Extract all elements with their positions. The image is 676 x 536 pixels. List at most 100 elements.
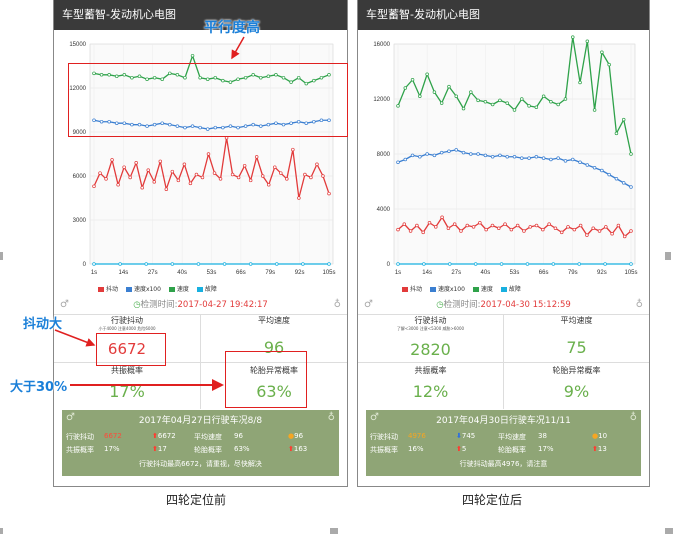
data-point (205, 77, 210, 81)
data-point (551, 262, 556, 266)
data-point (107, 73, 111, 77)
data-point (182, 162, 187, 167)
x-tick-label: 105s (624, 270, 637, 276)
share-icon[interactable]: ♂ (66, 412, 75, 423)
data-point (116, 183, 120, 187)
data-point (122, 121, 127, 125)
settings-icon[interactable]: ♁ (635, 299, 643, 310)
summary-delta: ⬆5 (456, 445, 467, 453)
data-point (114, 121, 119, 125)
y-tick-label: 3000 (73, 218, 87, 224)
up-arrow-icon: ⬆ (592, 445, 598, 453)
data-point (144, 262, 148, 266)
data-point (591, 226, 595, 231)
ecg-chart: 0 3000 6000 9000 12000 15000 1s 14s 27s 40s 53s 66s… (54, 30, 347, 293)
summary-key: 共振概率 (370, 446, 398, 454)
data-point (218, 177, 223, 181)
data-point (164, 187, 169, 191)
x-tick-label: 92s (295, 270, 305, 276)
divider (358, 362, 649, 363)
share-icon[interactable]: ♂ (370, 412, 379, 423)
settings-icon[interactable]: ♁ (327, 412, 335, 423)
x-tick-label: 27s (148, 270, 158, 276)
data-point (118, 262, 122, 266)
data-point (418, 94, 422, 98)
data-point (614, 177, 619, 181)
tire-label: 轮胎异常概率 (552, 366, 601, 375)
data-point (200, 175, 205, 180)
data-point (446, 226, 451, 231)
data-point (578, 80, 582, 85)
data-point (549, 99, 553, 104)
jitter-highlight-box (96, 333, 166, 366)
data-point (248, 262, 253, 266)
avg-speed-cell: 平均速度 96 (201, 315, 347, 357)
x-tick-label: 79s (568, 270, 578, 276)
data-point (327, 118, 331, 123)
data-point (571, 157, 575, 162)
settings-icon[interactable]: ♁ (333, 299, 341, 310)
data-point (243, 75, 248, 80)
up-arrow-icon: ⬆ (456, 445, 462, 453)
data-point (281, 75, 286, 80)
y-tick-label: 16000 (373, 42, 390, 48)
app-header: 车型蓄智-发动机心电图 (358, 0, 649, 30)
data-point (607, 172, 611, 177)
data-point (206, 152, 211, 156)
data-point (170, 169, 175, 174)
x-tick-label: 53s (207, 270, 217, 276)
share-icon[interactable]: ♂ (60, 299, 69, 310)
avg-speed-value: 75 (566, 338, 587, 357)
chart-svg: 0 3000 6000 9000 12000 15000 1s 14s 27s 40s 53s 66s… (69, 42, 335, 276)
y-tick-label: 15000 (69, 42, 86, 48)
data-point (145, 124, 149, 128)
data-point (92, 71, 96, 76)
summary-note: 行驶抖动最高4976，请注意 (459, 460, 548, 468)
y-tick-label: 12000 (373, 97, 390, 103)
data-point (228, 80, 233, 84)
data-point (528, 225, 532, 229)
settings-icon[interactable]: ♁ (629, 412, 637, 423)
chart-legend: 抖动 速度x100 速度 故障 (402, 284, 527, 293)
legend-rpm: 速度x100 (429, 286, 465, 293)
page-margin-mark (330, 528, 338, 534)
legend-fault: 故障 (500, 286, 521, 293)
data-point (629, 185, 633, 189)
y-tick-label: 6000 (73, 174, 87, 180)
data-point (273, 165, 277, 169)
summary-title: 2017年04月27日行驶车况8/8 (138, 416, 263, 426)
data-point (592, 108, 597, 112)
up-arrow-icon: ⬆ (288, 445, 294, 453)
clock-icon: ◷ (436, 300, 444, 310)
data-point (520, 97, 524, 101)
data-point (312, 119, 316, 124)
data-point (213, 75, 218, 80)
tire-highlight-box (225, 351, 307, 408)
summary-key: 行驶抖动 (370, 433, 398, 441)
summary-val: 96 (234, 432, 243, 440)
data-point (403, 86, 408, 90)
data-point (312, 78, 316, 83)
data-point (236, 125, 240, 130)
data-point (403, 157, 408, 162)
data-point (236, 77, 240, 81)
data-point (168, 122, 172, 127)
annotation-over30: 大于30% (10, 380, 68, 395)
summary-row: 共振概率 16% ⬆5 轮胎概率 17% ⬆13 (370, 445, 637, 455)
x-tick-label: 1s (91, 270, 97, 276)
caption-before: 四轮定位前 (166, 493, 227, 507)
data-point (319, 118, 324, 123)
share-icon[interactable]: ♂ (364, 299, 373, 310)
summary-key: 行驶抖动 (66, 433, 94, 441)
x-tick-label: 14s (119, 270, 129, 276)
y-tick-label: 9000 (73, 130, 87, 136)
data-point (396, 227, 400, 232)
data-point (402, 222, 407, 226)
data-point (600, 50, 604, 55)
tire-value: 63% (256, 382, 292, 401)
y-tick-label: 12000 (69, 86, 86, 92)
data-point (297, 196, 301, 200)
data-point (160, 121, 164, 125)
data-point (228, 124, 233, 128)
data-point (452, 222, 457, 226)
